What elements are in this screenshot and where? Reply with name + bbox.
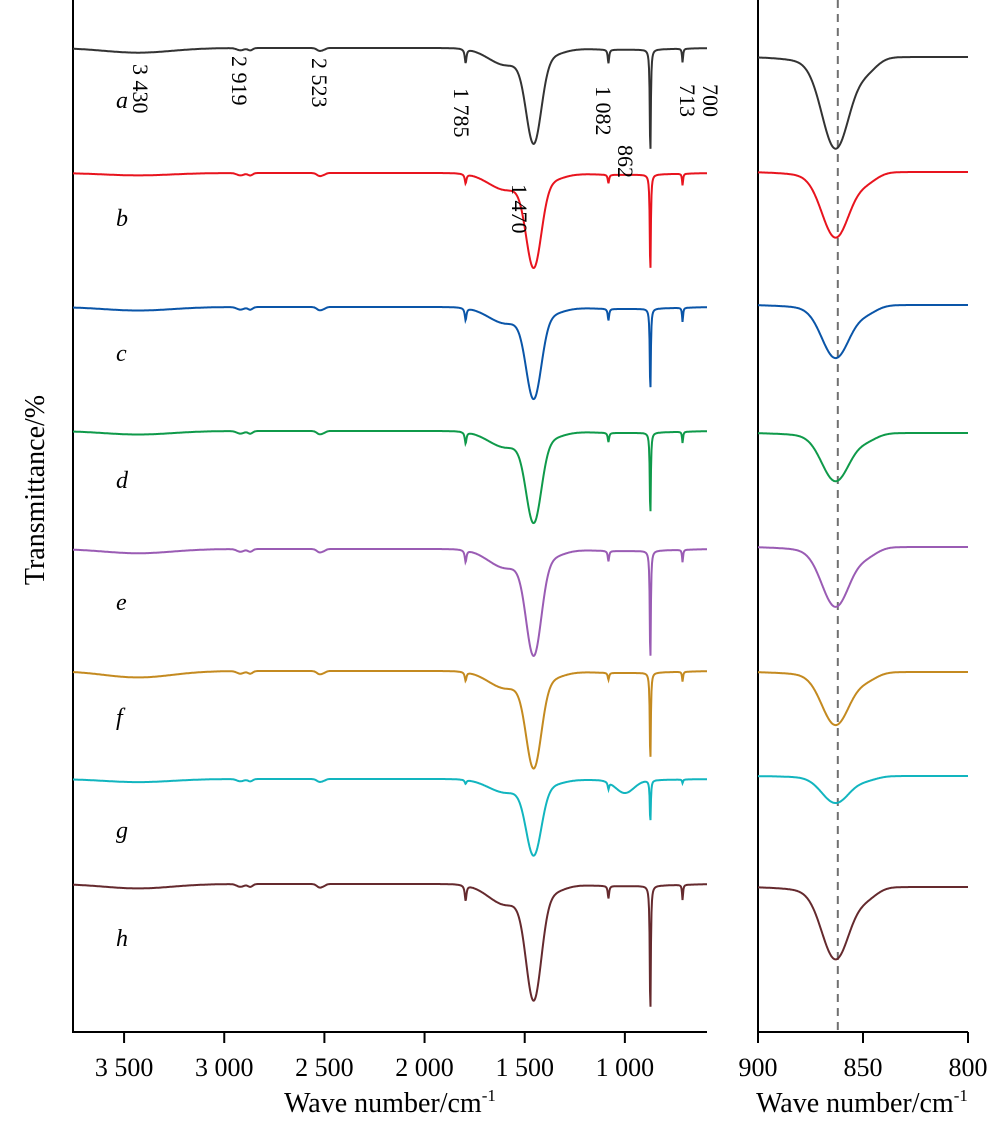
x-tick-label: 900 (739, 1053, 778, 1082)
series-label-d: d (116, 468, 129, 494)
x-tick-label: 1 500 (495, 1053, 554, 1082)
zoom-line-c (758, 304, 968, 360)
peak-annotation: 1 785 (449, 88, 474, 138)
full-spectrum-panel: 3 500 3 000 2 500 2 000 1 500 1 000 abcdefgh … (72, 0, 723, 1082)
spectrum-line-f (72, 670, 707, 770)
zoom-line-h (758, 886, 968, 961)
spectrum-line-a (72, 47, 707, 149)
x-tick-label: 800 (949, 1053, 988, 1082)
zoom-line-a (758, 56, 968, 150)
spectrum-line-c (73, 306, 707, 401)
peak-annotation: 2 523 (307, 58, 332, 108)
peak-annotation: 1 082 (591, 86, 616, 136)
peak-annotation: 3 430 (128, 64, 153, 114)
series-label-f: f (116, 705, 126, 731)
zoom-line-f (758, 671, 968, 727)
spectrum-line-b (73, 172, 707, 270)
spectrum-line-e (73, 548, 707, 657)
zoom-862-panel: 900 850 800 (739, 0, 988, 1082)
zoom-line-d (758, 432, 968, 483)
series-label-h: h (116, 926, 128, 952)
peak-annotation: 862 (613, 145, 638, 178)
peak-annotation: 2 919 (227, 56, 252, 106)
spectrum-line-g (73, 778, 707, 857)
x-tick-label: 3 000 (195, 1053, 254, 1082)
y-axis-title: Transmittance/% (20, 395, 51, 585)
series-label-b: b (116, 206, 128, 232)
series-label-g: g (116, 818, 128, 844)
series-label-c: c (116, 341, 127, 367)
x-tick-label: 1 000 (596, 1053, 655, 1082)
spectrum-line-d (73, 430, 707, 525)
peak-annotation: 700 (698, 84, 723, 117)
series-label-e: e (116, 590, 127, 616)
x-axis-title-right: Wave number/cm-1 (756, 1086, 968, 1119)
zoom-line-b (757, 171, 968, 239)
series-label-a: a (116, 88, 128, 114)
peak-annotation: 1 470 (507, 184, 532, 234)
x-tick-label: 3 500 (95, 1053, 154, 1082)
x-tick-label: 2 500 (295, 1053, 354, 1082)
x-axis-title-left: Wave number/cm-1 (284, 1086, 496, 1119)
x-tick-label: 850 (844, 1053, 883, 1082)
zoom-line-g (758, 775, 968, 804)
spectrum-line-h (73, 883, 707, 1007)
zoom-line-e (758, 546, 968, 608)
peak-annotation: 713 (675, 84, 700, 117)
x-tick-label: 2 000 (395, 1053, 454, 1082)
